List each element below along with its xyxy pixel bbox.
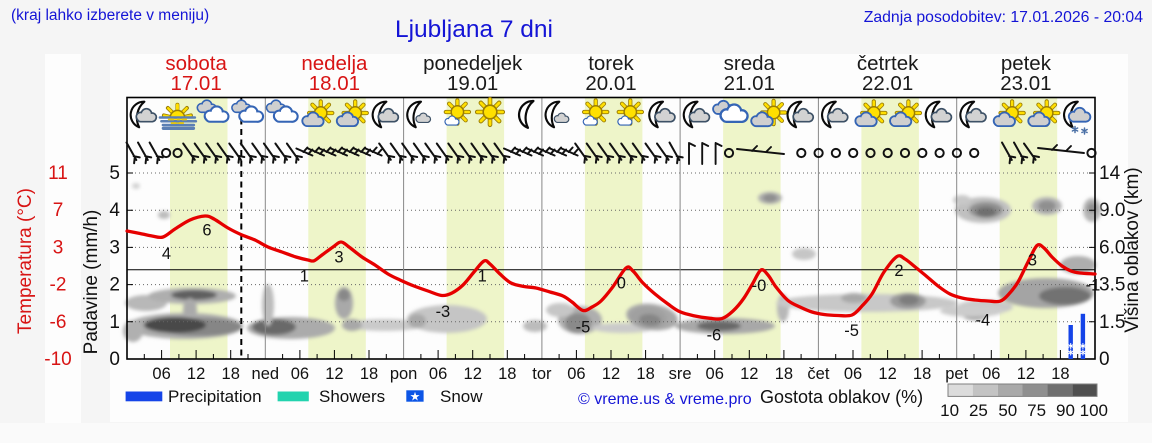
svg-text:Showers: Showers — [319, 387, 385, 406]
svg-text:pon: pon — [390, 365, 418, 383]
svg-text:sreda: sreda — [724, 52, 776, 75]
svg-text:19.01: 19.01 — [447, 72, 498, 95]
svg-text:06: 06 — [706, 365, 724, 383]
svg-text:Višina oblakov (km): Višina oblakov (km) — [1122, 167, 1143, 332]
svg-text:1: 1 — [478, 268, 487, 286]
svg-text:1.5: 1.5 — [1099, 312, 1125, 333]
svg-text:-1: -1 — [1086, 277, 1101, 295]
svg-text:ponedeljek: ponedeljek — [423, 52, 523, 75]
svg-text:Gostota oblakov (%): Gostota oblakov (%) — [760, 387, 923, 407]
svg-text:12: 12 — [464, 365, 482, 383]
svg-text:17.01: 17.01 — [170, 72, 221, 95]
svg-text:tor: tor — [532, 365, 552, 383]
svg-text:1: 1 — [109, 312, 120, 333]
svg-text:petek: petek — [1001, 52, 1052, 75]
svg-text:06: 06 — [291, 365, 309, 383]
svg-text:-6: -6 — [50, 312, 67, 333]
svg-text:75: 75 — [1027, 401, 1046, 420]
svg-text:-5: -5 — [844, 322, 859, 340]
svg-text:25: 25 — [969, 401, 988, 420]
svg-text:18: 18 — [222, 365, 240, 383]
svg-text:© vreme.us & vreme.pro: © vreme.us & vreme.pro — [578, 391, 752, 408]
svg-text:(kraj lahko izberete v meniju): (kraj lahko izberete v meniju) — [11, 7, 209, 24]
svg-text:18: 18 — [636, 365, 654, 383]
svg-text:-3: -3 — [436, 303, 451, 321]
svg-text:2: 2 — [109, 275, 120, 296]
svg-text:-10: -10 — [44, 349, 71, 370]
svg-text:-2: -2 — [50, 275, 67, 296]
svg-text:7: 7 — [53, 200, 64, 221]
svg-text:-0: -0 — [752, 277, 767, 295]
svg-text:11: 11 — [48, 163, 68, 184]
svg-text:-4: -4 — [975, 312, 990, 330]
svg-text:9.0: 9.0 — [1099, 200, 1125, 221]
svg-text:-6: -6 — [707, 327, 722, 345]
svg-text:ned: ned — [252, 365, 280, 383]
svg-text:6.0: 6.0 — [1099, 237, 1125, 258]
svg-text:0: 0 — [617, 274, 626, 292]
svg-text:06: 06 — [567, 365, 585, 383]
svg-text:Padavine (mm/h): Padavine (mm/h) — [81, 210, 102, 355]
svg-text:četrtek: četrtek — [857, 52, 919, 75]
svg-text:pet: pet — [945, 365, 968, 383]
svg-text:0: 0 — [1099, 349, 1110, 370]
svg-text:12: 12 — [740, 365, 758, 383]
svg-text:Ljubljana 7 dni: Ljubljana 7 dni — [395, 16, 553, 43]
svg-text:3: 3 — [334, 249, 343, 267]
svg-text:★: ★ — [410, 389, 421, 403]
svg-text:sre: sre — [669, 365, 692, 383]
svg-text:Precipitation: Precipitation — [168, 387, 262, 406]
svg-text:1: 1 — [300, 268, 309, 286]
svg-text:18: 18 — [360, 365, 378, 383]
svg-text:12: 12 — [1017, 365, 1035, 383]
svg-text:18: 18 — [498, 365, 516, 383]
svg-text:sobota: sobota — [165, 52, 227, 75]
svg-text:10: 10 — [940, 401, 959, 420]
svg-text:14: 14 — [1099, 163, 1121, 184]
svg-text:5: 5 — [109, 163, 120, 184]
svg-text:Snow: Snow — [440, 387, 483, 406]
svg-text:12: 12 — [325, 365, 343, 383]
svg-text:3: 3 — [109, 237, 120, 258]
svg-text:18.01: 18.01 — [309, 72, 360, 95]
svg-text:06: 06 — [844, 365, 862, 383]
svg-text:-5: -5 — [576, 319, 591, 337]
svg-text:06: 06 — [152, 365, 170, 383]
svg-text:18: 18 — [1051, 365, 1069, 383]
svg-text:Temperatura (°C): Temperatura (°C) — [15, 188, 36, 334]
svg-text:21.01: 21.01 — [724, 72, 775, 95]
svg-text:0: 0 — [109, 349, 120, 370]
svg-text:čet: čet — [807, 365, 829, 383]
svg-text:12: 12 — [602, 365, 620, 383]
svg-text:nedelja: nedelja — [301, 52, 368, 75]
svg-text:50: 50 — [998, 401, 1017, 420]
svg-text:22.01: 22.01 — [862, 72, 913, 95]
svg-text:3: 3 — [53, 237, 64, 258]
svg-text:6: 6 — [202, 222, 211, 240]
svg-text:Zadnja posodobitev: 17.01.2026: Zadnja posodobitev: 17.01.2026 - 20:04 — [864, 9, 1144, 26]
svg-text:90: 90 — [1056, 401, 1075, 420]
svg-text:23.01: 23.01 — [1000, 72, 1051, 95]
svg-text:06: 06 — [982, 365, 1000, 383]
svg-text:18: 18 — [775, 365, 793, 383]
svg-text:torek: torek — [588, 52, 634, 75]
svg-text:18: 18 — [913, 365, 931, 383]
svg-text:3.5: 3.5 — [1099, 275, 1125, 296]
svg-text:20.01: 20.01 — [585, 72, 636, 95]
svg-text:4: 4 — [162, 245, 171, 263]
svg-text:4: 4 — [109, 200, 120, 221]
svg-text:3: 3 — [1028, 252, 1037, 270]
svg-text:06: 06 — [429, 365, 447, 383]
svg-text:2: 2 — [894, 262, 903, 280]
svg-text:12: 12 — [187, 365, 205, 383]
svg-text:12: 12 — [878, 365, 896, 383]
svg-text:100: 100 — [1080, 401, 1108, 420]
